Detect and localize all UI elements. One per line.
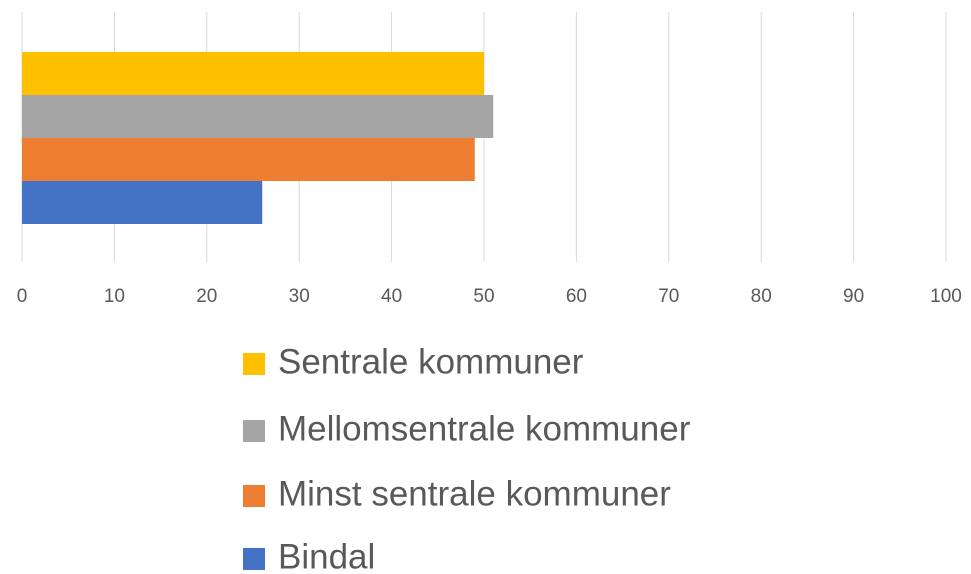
x-tick-label: 50 <box>473 286 494 307</box>
x-tick-label: 80 <box>751 286 772 307</box>
legend-swatch <box>243 485 265 507</box>
x-tick-label: 0 <box>17 286 28 307</box>
legend-swatch <box>243 548 265 570</box>
bar <box>22 95 494 138</box>
legend-label: Minst sentrale kommuner <box>278 474 671 513</box>
legend-label: Sentrale kommuner <box>278 342 584 381</box>
x-tick-label: 90 <box>843 286 864 307</box>
x-tick-label: 100 <box>930 286 962 307</box>
legend-label: Bindal <box>278 537 375 574</box>
x-tick-label: 10 <box>104 286 125 307</box>
x-tick-label: 30 <box>289 286 310 307</box>
x-tick-label: 40 <box>381 286 402 307</box>
x-tick-label: 60 <box>566 286 587 307</box>
bar <box>22 181 263 224</box>
x-tick-label: 70 <box>658 286 679 307</box>
bar <box>22 138 475 181</box>
x-tick-label: 20 <box>196 286 217 307</box>
legend-swatch <box>243 353 265 375</box>
legend-swatch <box>243 420 265 442</box>
bar <box>22 52 484 95</box>
legend-label: Mellomsentrale kommuner <box>278 409 691 448</box>
